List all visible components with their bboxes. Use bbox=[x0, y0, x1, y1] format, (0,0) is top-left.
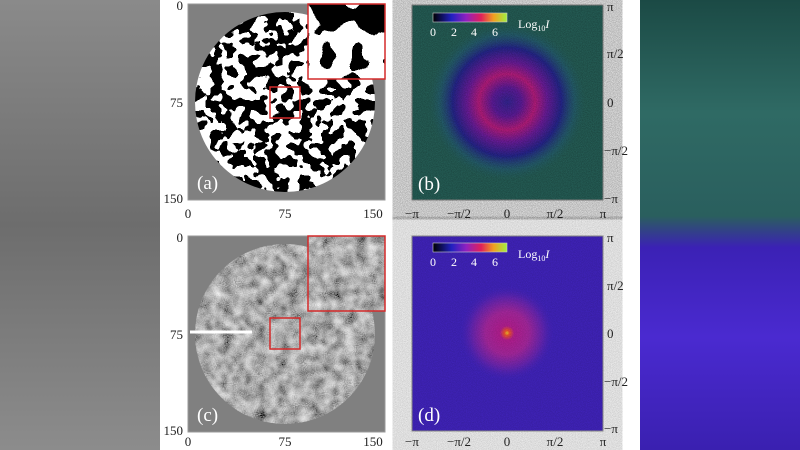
x-tick: 75 bbox=[279, 206, 292, 221]
y-tick: π bbox=[607, 0, 614, 14]
x-tick: π/2 bbox=[547, 206, 564, 221]
panel-c: (c) 0 75 150 0 75 150 bbox=[164, 230, 386, 449]
x-tick: 0 bbox=[504, 206, 511, 221]
colorbar-tick: 6 bbox=[492, 255, 498, 269]
panel-a: (a) 0 75 150 0 75 150 bbox=[164, 0, 386, 221]
colorbar bbox=[432, 12, 508, 23]
y-tick: −π bbox=[604, 191, 618, 206]
colorbar-tick: 4 bbox=[471, 25, 477, 39]
y-tick: 150 bbox=[164, 423, 184, 438]
y-tick: π/2 bbox=[607, 46, 624, 61]
x-tick: π bbox=[600, 206, 607, 221]
x-tick: −π/2 bbox=[447, 206, 471, 221]
y-tick: π bbox=[607, 230, 614, 245]
colorbar bbox=[432, 242, 508, 253]
y-tick: 75 bbox=[170, 95, 183, 110]
y-tick: −π/2 bbox=[604, 143, 628, 158]
x-tick: π/2 bbox=[547, 434, 564, 449]
x-tick: 0 bbox=[504, 434, 511, 449]
colorbar-tick: 0 bbox=[430, 25, 436, 39]
blurred-background-left bbox=[0, 0, 160, 450]
panel-b: 0 2 4 6 Log10I (b) π π/2 0 −π/2 −π −π −π… bbox=[405, 0, 628, 221]
x-tick: −π bbox=[405, 434, 419, 449]
colorbar-tick: 6 bbox=[492, 25, 498, 39]
y-tick: 0 bbox=[177, 0, 184, 13]
panel-label: (b) bbox=[418, 174, 440, 195]
y-tick: 75 bbox=[170, 327, 183, 342]
zoom-region-marker bbox=[269, 86, 301, 119]
y-tick: 0 bbox=[607, 95, 614, 110]
x-tick: 150 bbox=[363, 206, 383, 221]
x-tick: 75 bbox=[279, 434, 292, 449]
x-tick: 0 bbox=[185, 206, 192, 221]
colorbar-label: Log10I bbox=[518, 247, 550, 263]
inset-magnified bbox=[308, 236, 385, 311]
x-tick: π bbox=[600, 434, 607, 449]
x-tick: −π/2 bbox=[447, 434, 471, 449]
colorbar-label: Log10I bbox=[518, 17, 550, 33]
y-tick: 0 bbox=[607, 326, 614, 341]
y-tick: 150 bbox=[164, 191, 184, 206]
blurred-background-right bbox=[640, 0, 800, 450]
colorbar-tick: 0 bbox=[430, 255, 436, 269]
x-tick: 150 bbox=[363, 434, 383, 449]
y-tick: π/2 bbox=[607, 278, 624, 293]
colorbar-tick: 2 bbox=[451, 255, 457, 269]
y-tick: 0 bbox=[177, 230, 184, 245]
colorbar-tick: 2 bbox=[451, 25, 457, 39]
x-tick: 0 bbox=[185, 434, 192, 449]
y-tick: −π/2 bbox=[604, 374, 628, 389]
inset-frame bbox=[307, 235, 386, 312]
panel-label: (d) bbox=[418, 405, 440, 426]
colorbar-tick: 4 bbox=[471, 255, 477, 269]
panel-label: (a) bbox=[197, 173, 218, 194]
noise bbox=[412, 5, 603, 200]
x-tick: −π bbox=[405, 206, 419, 221]
y-tick: −π bbox=[604, 421, 618, 436]
inset-magnified bbox=[307, 3, 386, 80]
noise bbox=[412, 236, 603, 431]
panel-d: 0 2 4 6 Log10I (d) π π/2 0 −π/2 −π −π −π… bbox=[405, 230, 628, 449]
panel-label: (c) bbox=[197, 405, 218, 426]
zoom-region-marker bbox=[269, 317, 301, 350]
